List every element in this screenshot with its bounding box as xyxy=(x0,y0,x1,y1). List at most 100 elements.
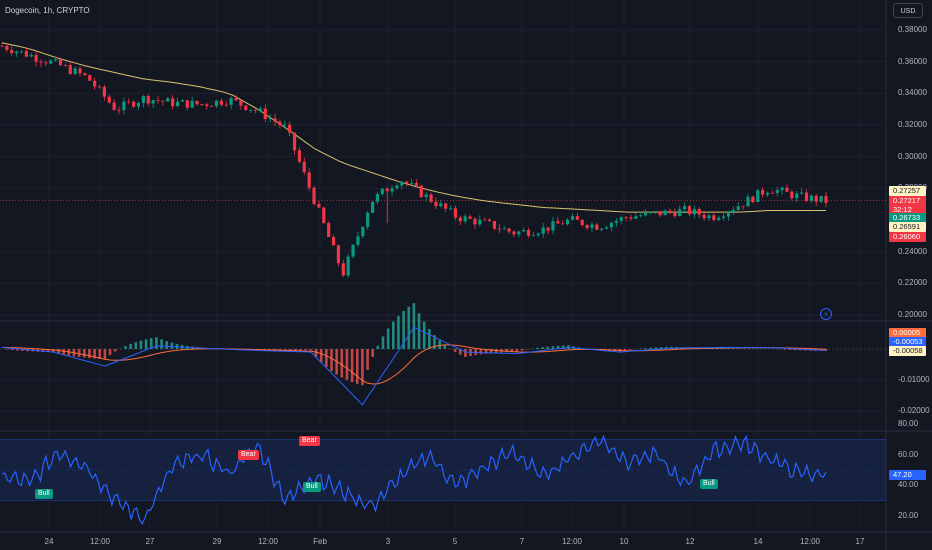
price-tag: 32:12 xyxy=(889,205,926,215)
candle-body xyxy=(346,256,350,276)
macd-histogram-bar xyxy=(165,341,168,349)
macd-histogram-bar xyxy=(551,346,555,349)
time-tick-label: 7 xyxy=(519,537,525,546)
time-tick-label: 29 xyxy=(212,537,222,546)
rsi-tick-label: 60.00 xyxy=(898,449,919,459)
macd-histogram-bar xyxy=(355,349,359,384)
time-tick-label: 24 xyxy=(44,537,54,546)
candle-body xyxy=(668,210,672,213)
macd-histogram-bar xyxy=(438,340,441,349)
candle-body xyxy=(210,105,214,107)
price-tick-label: 0.36000 xyxy=(898,56,927,66)
candle-body xyxy=(400,181,404,186)
macd-histogram-bar xyxy=(62,349,65,355)
candle-body xyxy=(93,80,97,87)
candle-body xyxy=(175,101,180,107)
candle-body xyxy=(458,217,462,222)
time-tick-label: 12:00 xyxy=(561,537,583,546)
macd-histogram-bar xyxy=(649,347,653,349)
macd-histogram-bar xyxy=(108,349,112,356)
price-tag: 0.27217 xyxy=(889,196,926,206)
candle-body xyxy=(522,229,526,232)
macd-histogram-bar xyxy=(541,347,544,349)
macd-histogram-bar xyxy=(77,349,81,358)
macd-tag: -0.00053 xyxy=(889,337,926,347)
rsi-tick-label: 40.00 xyxy=(898,480,919,490)
candle-body xyxy=(546,227,550,231)
candle-body xyxy=(736,206,740,210)
macd-histogram-bar xyxy=(57,349,60,354)
macd-histogram-bar xyxy=(721,348,725,349)
macd-histogram-bar xyxy=(479,349,483,355)
macd-histogram-bar xyxy=(325,349,328,368)
candle-body xyxy=(19,50,24,52)
candle-body xyxy=(487,219,492,221)
macd-histogram-bar xyxy=(731,348,735,349)
candle-body xyxy=(395,185,399,189)
candle-body xyxy=(171,98,175,107)
macd-histogram-bar xyxy=(453,349,457,352)
symbol-title[interactable]: Dogecoin, 1h, CRYPTO xyxy=(5,6,90,15)
candle-body xyxy=(156,100,160,101)
candle-body xyxy=(707,215,711,219)
candle-body xyxy=(619,217,623,221)
candle-body xyxy=(575,216,579,220)
candle-body xyxy=(390,188,394,192)
candle-body xyxy=(795,193,799,199)
candle-body xyxy=(765,192,770,195)
candle-body xyxy=(351,244,355,257)
rsi-tick-label: 80.00 xyxy=(898,419,919,428)
candle-body xyxy=(263,108,267,119)
candle-body xyxy=(341,263,345,276)
moving-average-line xyxy=(1,42,826,213)
macd-histogram-bar xyxy=(458,349,462,355)
macd-histogram-bar xyxy=(788,349,792,350)
candle-body xyxy=(102,86,106,97)
candle-body xyxy=(273,118,277,122)
macd-histogram-bar xyxy=(103,349,107,360)
candle-body xyxy=(643,212,648,216)
macd-histogram-bar xyxy=(93,349,96,359)
bear-signal-label: Bear xyxy=(299,436,320,446)
macd-histogram-bar xyxy=(422,321,426,349)
candle-body xyxy=(78,68,82,74)
macd-histogram-bar xyxy=(170,342,174,349)
candle-body xyxy=(712,215,716,221)
candle-body xyxy=(146,96,150,104)
macd-histogram-bar xyxy=(381,336,385,349)
lightning-icon[interactable]: ⚡ xyxy=(820,308,832,320)
candle-body xyxy=(473,218,477,225)
macd-histogram-bar xyxy=(371,349,374,357)
candle-body xyxy=(258,108,263,111)
candle-body xyxy=(726,212,731,217)
macd-histogram-bar xyxy=(433,335,436,349)
candle-body xyxy=(756,189,760,202)
macd-histogram-bar xyxy=(283,349,287,351)
macd-histogram-bar xyxy=(659,347,663,349)
candle-body xyxy=(536,233,540,236)
macd-histogram-bar xyxy=(304,349,308,351)
macd-histogram-bar xyxy=(41,349,45,352)
candle-body xyxy=(317,203,321,208)
candle-body xyxy=(58,59,63,66)
candle-body xyxy=(780,187,784,190)
macd-histogram-bar xyxy=(124,346,127,349)
candle-body xyxy=(331,236,336,246)
macd-histogram-bar xyxy=(129,343,132,349)
currency-button[interactable]: USD xyxy=(893,3,923,18)
candle-body xyxy=(453,208,458,218)
candle-body xyxy=(673,212,677,217)
price-tick-label: 0.24000 xyxy=(898,246,927,256)
macd-histogram-bar xyxy=(16,349,19,351)
candle-body xyxy=(775,189,779,194)
candle-body xyxy=(302,161,306,173)
candle-body xyxy=(15,51,19,54)
macd-histogram-bar xyxy=(417,313,421,349)
macd-histogram-bar xyxy=(793,349,797,351)
time-tick-label: 27 xyxy=(145,537,155,546)
macd-histogram-bar xyxy=(546,346,550,349)
macd-histogram-bar xyxy=(412,303,416,349)
candle-body xyxy=(29,55,33,57)
candle-body xyxy=(804,192,809,201)
